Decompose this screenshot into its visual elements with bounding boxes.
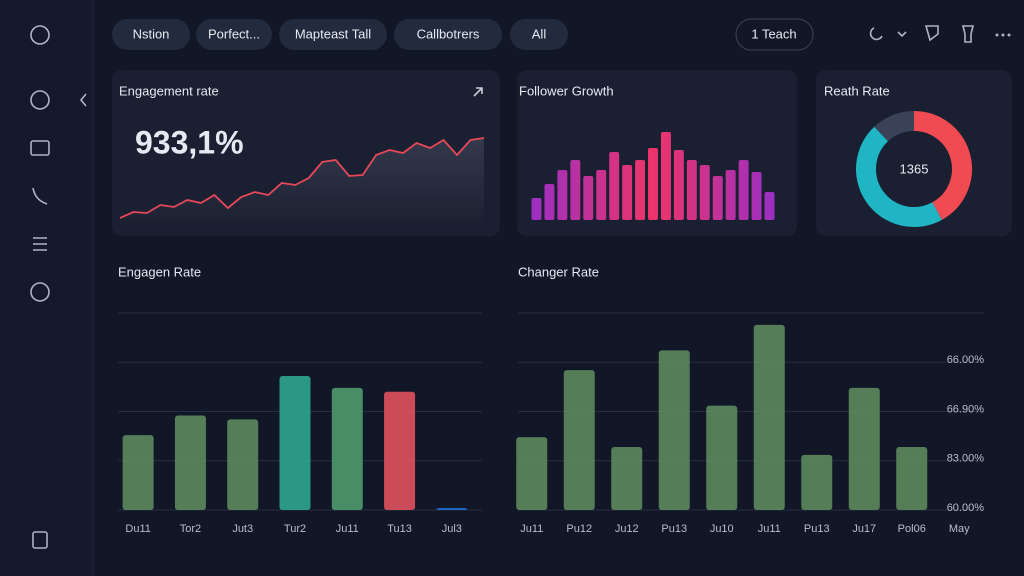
x-tick-label: Pu12 (566, 523, 592, 535)
panel-title: Engagen Rate (118, 264, 201, 279)
x-tick-label: Tu13 (387, 523, 412, 535)
bar (686, 160, 697, 220)
line-area (120, 138, 484, 222)
x-tick-label: Ju12 (615, 523, 639, 535)
phone-icon[interactable] (32, 187, 48, 205)
bar (279, 376, 311, 510)
bar (516, 437, 548, 510)
x-tick-label: Pu13 (661, 523, 687, 535)
bar (725, 170, 736, 220)
x-tick-label: Ju10 (710, 523, 734, 535)
bar (122, 435, 154, 510)
kpi-value: 933,1% (135, 124, 244, 160)
briefcase-icon[interactable] (30, 140, 50, 156)
bar (384, 391, 416, 510)
x-tick-label: Pu13 (804, 523, 830, 535)
x-tick-label: Ju17 (852, 523, 876, 535)
bar (611, 446, 643, 510)
line (119, 137, 485, 219)
donut-segment (874, 111, 915, 142)
x-tick-label: Pol06 (898, 523, 926, 535)
home-icon[interactable] (30, 25, 50, 45)
x-tick-label: Jut3 (232, 523, 253, 535)
y-axis-label: 60.00% (947, 502, 985, 514)
nav-pill-label[interactable]: Mapteast Tall (295, 26, 371, 41)
bar (699, 165, 710, 220)
nav-pill-label[interactable]: Nstion (133, 26, 170, 41)
nav-pill-label[interactable]: Porfect... (208, 26, 260, 41)
sidebar (0, 0, 93, 576)
bar (658, 350, 690, 510)
x-tick-label: Du11 (125, 523, 150, 535)
donut-center-label: 1365 (900, 161, 929, 176)
card-title: Follower Growth (519, 83, 614, 98)
bar (557, 170, 568, 220)
bar (563, 370, 595, 510)
bar (227, 419, 259, 510)
nav-pill[interactable] (394, 19, 502, 50)
y-axis-label: 83.00% (947, 453, 985, 465)
card-title: Engagement rate (119, 83, 219, 98)
bar (570, 160, 581, 220)
y-axis-label: 66.00% (947, 354, 985, 366)
bar (896, 446, 928, 510)
donut-segment (856, 126, 942, 227)
bar (531, 198, 542, 220)
search-icon[interactable] (869, 27, 907, 41)
panel-title: Changer Rate (518, 264, 599, 279)
x-tick-label: Ju11 (758, 523, 781, 535)
menu-icon[interactable] (33, 237, 47, 251)
bar (544, 184, 555, 220)
bar (751, 172, 762, 220)
bar (622, 165, 633, 220)
y-axis-label: 66.90% (947, 403, 985, 415)
nav-pill[interactable] (112, 19, 190, 50)
bell-icon[interactable] (961, 25, 975, 43)
bar (635, 160, 646, 220)
bar (738, 160, 749, 220)
nav-pill-label[interactable]: Callbotrers (417, 26, 480, 41)
x-tick-label: Ju11 (520, 523, 543, 535)
nav-pill-label[interactable]: All (532, 26, 547, 41)
link-icon[interactable] (473, 87, 483, 97)
bar (331, 387, 363, 510)
x-tick-label: Jul3 (442, 523, 462, 535)
user-icon[interactable] (30, 282, 50, 302)
nav-pill[interactable] (279, 19, 387, 50)
nav-pill[interactable] (510, 19, 568, 50)
settings-icon[interactable] (32, 531, 48, 549)
x-tick-label: Tor2 (180, 523, 201, 535)
bar (583, 176, 594, 220)
donut-segment (913, 111, 972, 220)
header-button-label[interactable]: 1 Teach (751, 26, 796, 41)
bar (753, 324, 785, 510)
x-tick-label: Ju11 (336, 523, 359, 535)
bar (706, 405, 738, 510)
header-button[interactable] (735, 18, 814, 51)
x-tick-label: May (949, 523, 970, 535)
collapse-icon[interactable] (79, 93, 87, 107)
bar (660, 132, 671, 220)
card-title: Reath Rate (824, 83, 890, 98)
flag-icon[interactable] (924, 25, 939, 42)
bar (801, 454, 833, 510)
globe-icon[interactable] (30, 90, 50, 110)
bar (174, 415, 206, 510)
bar (673, 150, 684, 220)
bar (848, 387, 880, 510)
bar (596, 170, 607, 220)
bar (712, 176, 723, 220)
bar (648, 148, 658, 220)
bar (436, 508, 468, 510)
x-tick-label: Tur2 (284, 523, 306, 535)
nav-pill[interactable] (196, 19, 272, 50)
bar (609, 152, 620, 220)
bar (764, 192, 775, 220)
